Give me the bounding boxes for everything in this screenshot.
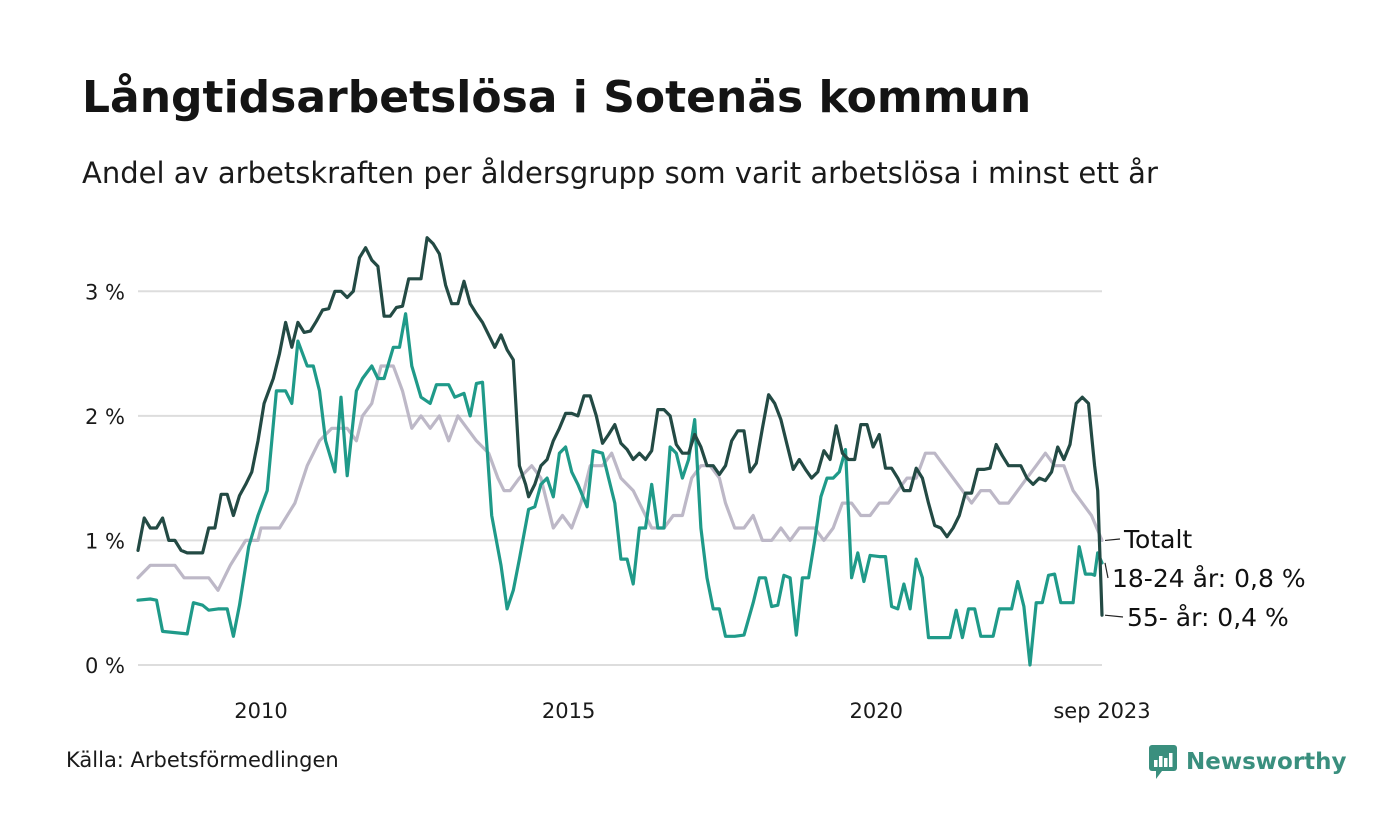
leader-line-total	[1104, 538, 1121, 542]
brand-name: Newsworthy	[1186, 749, 1347, 775]
end-label-total: Totalt	[1123, 525, 1192, 554]
leader-line-young	[1104, 562, 1109, 579]
series-line-young	[136, 312, 1104, 667]
end-label-old: 55- år: 0,4 %	[1127, 603, 1289, 632]
x-tick-label: 2010	[234, 699, 287, 723]
series-end-labels: Totalt 18-24 år: 0,8 % 55- år: 0,4 %	[1104, 525, 1306, 632]
y-tick-label: 1 %	[85, 529, 125, 553]
y-tick-label: 3 %	[85, 280, 125, 304]
x-axis: 2010 2015 2020 sep 2023	[234, 699, 1150, 723]
newsworthy-logo[interactable]: Newsworthy	[1148, 742, 1347, 782]
x-tick-label: 2015	[542, 699, 595, 723]
chart-title: Långtidsarbetslösa i Sotenäs kommun	[82, 72, 1032, 123]
end-label-young: 18-24 år: 0,8 %	[1112, 564, 1306, 593]
series-lines	[136, 236, 1104, 667]
source-note: Källa: Arbetsförmedlingen	[66, 748, 339, 772]
y-tick-label: 0 %	[85, 654, 125, 678]
chart-bubble-icon	[1149, 745, 1177, 779]
y-tick-label: 2 %	[85, 405, 125, 429]
y-axis: 0 % 1 % 2 % 3 %	[85, 280, 125, 678]
gridlines	[138, 290, 1102, 666]
series-line-old	[136, 236, 1104, 617]
x-tick-label: 2020	[849, 699, 902, 723]
leader-line-old	[1104, 614, 1124, 618]
x-tick-label: sep 2023	[1053, 699, 1150, 723]
chart-subtitle: Andel av arbetskraften per åldersgrupp s…	[82, 156, 1158, 190]
